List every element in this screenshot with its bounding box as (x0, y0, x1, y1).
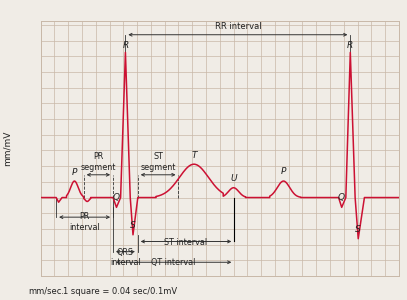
Text: R: R (122, 41, 129, 50)
Text: ST interval: ST interval (164, 238, 208, 247)
Text: S: S (130, 221, 136, 230)
Text: U: U (230, 174, 237, 183)
Text: S: S (355, 225, 361, 234)
Text: PR
segment: PR segment (81, 152, 116, 172)
Text: 1 square = 0.04 sec/0.1mV: 1 square = 0.04 sec/0.1mV (63, 286, 177, 296)
Text: PR
interval: PR interval (70, 212, 100, 232)
Text: T: T (191, 151, 197, 160)
Text: P: P (281, 167, 286, 176)
Text: Q: Q (337, 193, 345, 202)
Text: RR interval: RR interval (215, 22, 261, 31)
Text: ST
segment: ST segment (140, 152, 176, 172)
Text: QRS
interval: QRS interval (110, 248, 141, 267)
Text: P: P (72, 168, 77, 177)
Text: Q: Q (112, 193, 119, 202)
Text: QT interval: QT interval (151, 258, 196, 267)
Text: mm/mV: mm/mV (3, 131, 12, 166)
Text: mm/sec.: mm/sec. (28, 286, 64, 296)
Text: R: R (347, 41, 353, 50)
